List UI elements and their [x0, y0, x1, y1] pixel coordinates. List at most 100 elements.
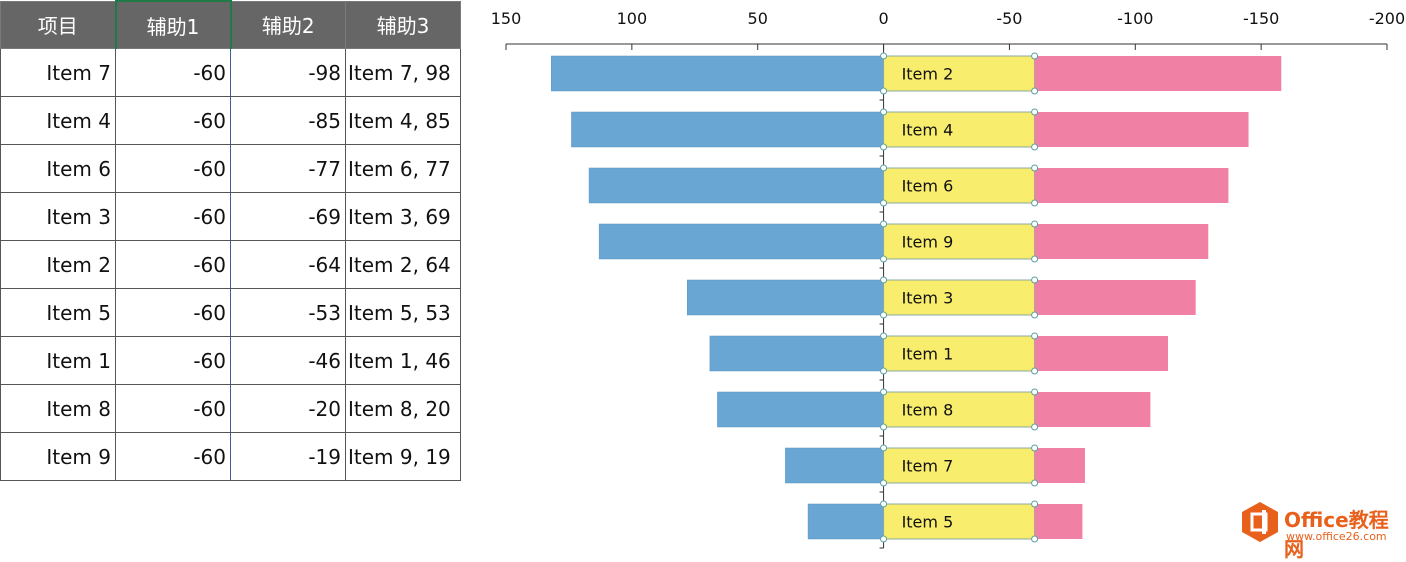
x-tick-label: 100	[617, 9, 648, 28]
bar-yellow	[883, 503, 1036, 540]
bar-pink	[1034, 280, 1196, 315]
data-label: Item 1	[902, 345, 954, 364]
selection-handle	[1031, 479, 1039, 487]
table-cell[interactable]: Item 3, 69	[345, 192, 461, 241]
table-row: Item 4 -60 -85 Item 4, 85	[0, 96, 461, 145]
table-cell[interactable]: Item 6	[0, 144, 116, 193]
table-row: Item 2 -60 -64 Item 2, 64	[0, 240, 461, 289]
selection-handle	[1031, 444, 1039, 452]
bar-blue	[598, 223, 884, 260]
bar-blue	[807, 503, 884, 540]
x-tick-label: -150	[1243, 9, 1279, 28]
funnel-bar-chart[interactable]: 150 100 50 0 -50 -100 -150 -200 Item 2 Item 4 Item…	[462, 0, 1406, 549]
header-cell[interactable]: 项目	[0, 0, 116, 49]
bar-blue	[571, 111, 884, 148]
table-cell[interactable]: -20	[230, 384, 346, 433]
header-cell[interactable]: 辅助1	[114, 0, 232, 49]
table-cell[interactable]: -60	[115, 96, 231, 145]
table-cell[interactable]: Item 1, 46	[345, 336, 461, 385]
table-cell[interactable]: Item 4, 85	[345, 96, 461, 145]
table-cell[interactable]: Item 6, 77	[345, 144, 461, 193]
selection-handle	[1031, 535, 1039, 543]
table-cell[interactable]: -60	[115, 384, 231, 433]
selection-handle	[880, 199, 888, 207]
table-cell[interactable]: -60	[115, 432, 231, 481]
bar-blue	[588, 167, 884, 204]
table-cell[interactable]: -60	[115, 288, 231, 337]
selection-handle	[880, 500, 888, 508]
table-row: Item 6 -60 -77 Item 6, 77	[0, 144, 461, 193]
table-cell[interactable]: Item 8, 20	[345, 384, 461, 433]
selection-handle	[880, 220, 888, 228]
bar-pink	[1034, 168, 1229, 203]
bar-blue	[709, 335, 884, 372]
selection-handle	[880, 255, 888, 263]
table-cell[interactable]: -53	[230, 288, 346, 337]
bar-pink	[1034, 392, 1151, 427]
table-cell[interactable]: Item 8	[0, 384, 116, 433]
selection-handle	[880, 444, 888, 452]
bar-pink	[1034, 56, 1282, 91]
table-cell[interactable]: Item 5, 53	[345, 288, 461, 337]
table-row: Item 5 -60 -53 Item 5, 53	[0, 288, 461, 337]
table-cell[interactable]: Item 4	[0, 96, 116, 145]
selection-handle	[880, 108, 888, 116]
table-cell[interactable]: -69	[230, 192, 346, 241]
table-row: Item 7 -60 -98 Item 7, 98	[0, 48, 461, 97]
header-cell[interactable]: 辅助3	[345, 0, 461, 49]
table-cell[interactable]: Item 7, 98	[345, 48, 461, 97]
selection-handle	[1031, 255, 1039, 263]
table-cell[interactable]: Item 7	[0, 48, 116, 97]
selection-handle	[880, 276, 888, 284]
x-tick-label: -100	[1117, 9, 1153, 28]
selection-handle	[1031, 108, 1039, 116]
selection-handle	[1031, 423, 1039, 431]
data-label: Item 4	[902, 121, 954, 140]
bar-blue	[551, 55, 884, 92]
table-cell[interactable]: -19	[230, 432, 346, 481]
table-cell[interactable]: Item 1	[0, 336, 116, 385]
selection-handle	[880, 423, 888, 431]
bar-pink	[1034, 504, 1083, 539]
selection-handle	[1031, 311, 1039, 319]
table-cell[interactable]: Item 9, 19	[345, 432, 461, 481]
data-label: Item 6	[902, 177, 954, 196]
x-tick-label: -200	[1369, 9, 1405, 28]
table-cell[interactable]: Item 5	[0, 288, 116, 337]
table-cell[interactable]: -64	[230, 240, 346, 289]
bar-yellow	[883, 335, 1036, 372]
table-cell[interactable]: Item 2	[0, 240, 116, 289]
selection-handle	[880, 535, 888, 543]
data-label: Item 8	[902, 401, 954, 420]
table-cell[interactable]: -60	[115, 48, 231, 97]
table-row: Item 9 -60 -19 Item 9, 19	[0, 432, 461, 481]
bar-pink	[1034, 224, 1209, 259]
table-cell[interactable]: -46	[230, 336, 346, 385]
table-cell[interactable]: -98	[230, 48, 346, 97]
selection-handle	[880, 87, 888, 95]
selection-handle	[1031, 500, 1039, 508]
selection-handle	[1031, 87, 1039, 95]
data-table: 项目 辅助1 辅助2 辅助3 Item 7 -60 -98 Item 7, 98 It…	[0, 0, 461, 481]
selection-handle	[1031, 332, 1039, 340]
bar-yellow	[883, 167, 1036, 204]
x-tick-label: 150	[491, 9, 522, 28]
table-cell[interactable]: -60	[115, 336, 231, 385]
selection-handle	[880, 388, 888, 396]
table-cell[interactable]: Item 3	[0, 192, 116, 241]
header-cell[interactable]: 辅助2	[230, 0, 346, 49]
bar-yellow	[883, 447, 1036, 484]
data-label: Item 5	[902, 513, 954, 532]
table-cell[interactable]: Item 2, 64	[345, 240, 461, 289]
x-tick-label: 0	[878, 9, 888, 28]
selection-handle	[880, 143, 888, 151]
table-cell[interactable]: Item 9	[0, 432, 116, 481]
table-cell[interactable]: -85	[230, 96, 346, 145]
table-cell[interactable]: -60	[115, 240, 231, 289]
selection-handle	[880, 367, 888, 375]
table-cell[interactable]: -60	[115, 192, 231, 241]
table-cell[interactable]: -77	[230, 144, 346, 193]
selection-handle	[1031, 199, 1039, 207]
table-cell[interactable]: -60	[115, 144, 231, 193]
data-label: Item 2	[902, 65, 954, 84]
